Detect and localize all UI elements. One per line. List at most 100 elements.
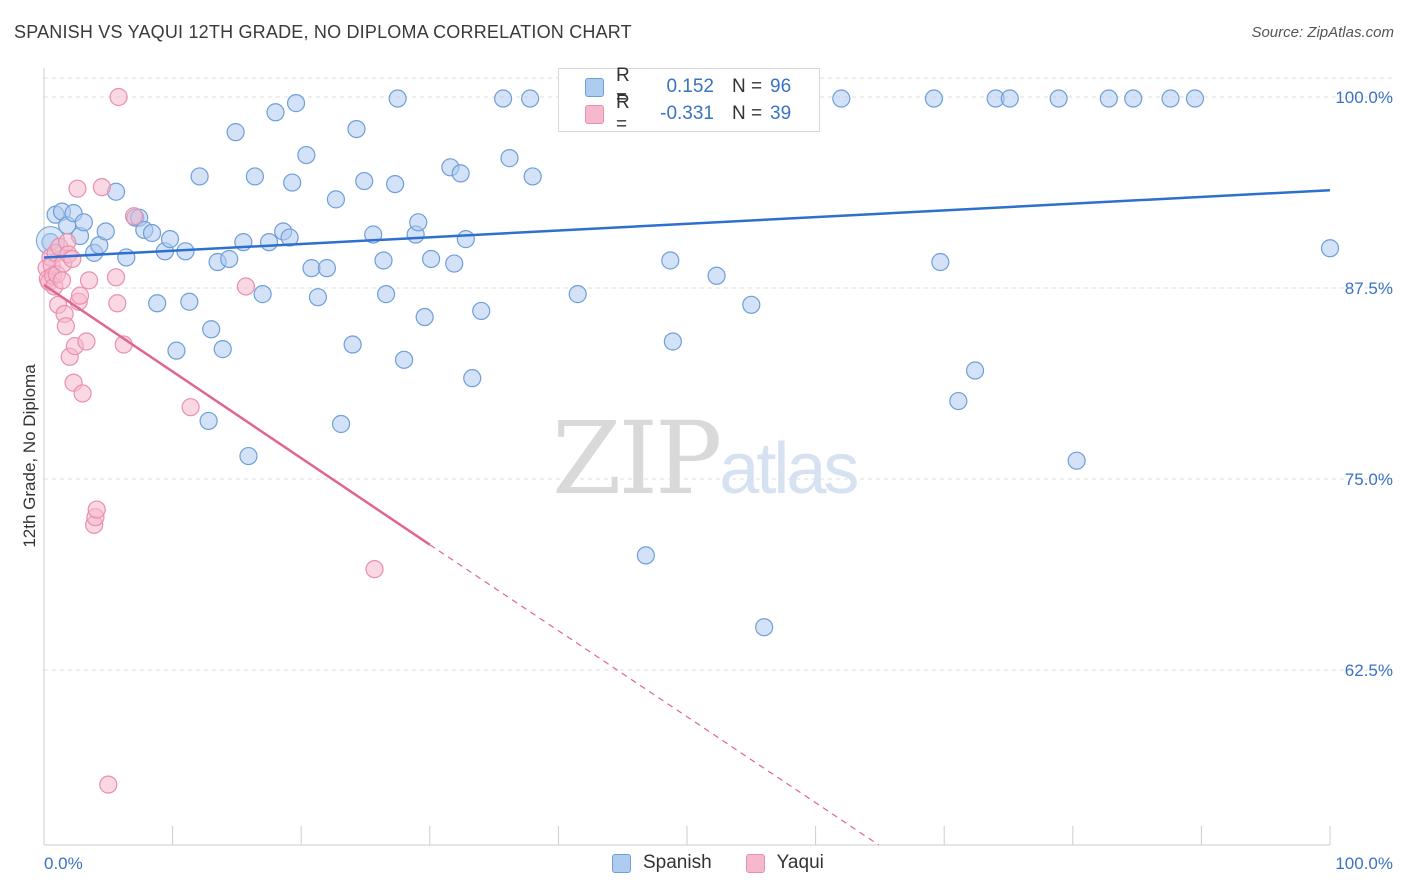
data-point-yaqui: [77, 332, 96, 351]
legend-n-value: 96: [770, 76, 792, 97]
y-tick-label: 100.0%: [1335, 88, 1393, 107]
data-point-spanish: [636, 546, 655, 565]
data-point-spanish: [199, 411, 218, 431]
data-point-spanish: [1049, 89, 1068, 108]
legend-r-value: -0.331: [660, 103, 714, 124]
watermark: ZIPatlas: [552, 400, 859, 517]
data-point-spanish: [707, 266, 726, 285]
y-axis-label: 12th Grade, No Diploma: [20, 364, 39, 548]
data-point-spanish: [832, 89, 851, 108]
legend-n-label: N =: [732, 103, 763, 124]
legend-n-value: 39: [770, 103, 792, 124]
data-point-spanish: [266, 103, 285, 122]
data-point-spanish: [661, 251, 680, 270]
data-point-yaqui: [181, 398, 200, 417]
data-point-spanish: [1000, 89, 1019, 108]
data-point-spanish: [463, 369, 482, 388]
data-point-yaqui: [70, 286, 90, 305]
data-point-spanish: [202, 320, 221, 339]
data-point-spanish: [1067, 451, 1086, 470]
trend-line-yaqui: [43, 283, 431, 546]
data-point-spanish: [213, 340, 232, 359]
data-point-yaqui: [108, 294, 127, 313]
data-point-spanish: [308, 288, 328, 307]
data-point-spanish: [1161, 89, 1180, 108]
data-point-spanish: [374, 251, 393, 270]
data-point-spanish: [663, 332, 682, 351]
legend-row-yaqui: R = -0.331 N = 39: [585, 92, 792, 135]
data-point-yaqui: [124, 207, 144, 226]
legend-item-spanish[interactable]: Spanish: [612, 852, 712, 874]
data-point-spanish: [388, 89, 407, 108]
data-point-spanish: [302, 259, 321, 278]
grid-lines: [44, 77, 1394, 671]
data-point-spanish: [283, 173, 302, 192]
data-point-yaqui: [99, 775, 118, 794]
data-point-spanish: [1320, 239, 1340, 258]
data-point-spanish: [259, 233, 279, 252]
data-point-spanish: [253, 285, 272, 304]
y-tick-label: 75.0%: [1345, 470, 1393, 489]
data-point-yaqui: [365, 560, 384, 579]
data-point-spanish: [949, 391, 968, 411]
legend-item-yaqui[interactable]: Yaqui: [745, 852, 824, 874]
data-point-yaqui: [63, 249, 82, 269]
legend-r-label: R =: [616, 65, 630, 108]
axes: [43, 68, 1331, 846]
data-point-spanish: [347, 119, 366, 139]
data-point-spanish: [376, 285, 396, 304]
trend-line-spanish: [43, 188, 1331, 259]
data-point-yaqui: [236, 277, 256, 296]
legend-swatch-yaqui: [745, 853, 765, 873]
data-point-yaqui: [73, 384, 92, 403]
data-point-spanish: [755, 618, 774, 637]
data-point-yaqui: [52, 271, 72, 290]
x-tick-label: 0.0%: [44, 854, 83, 873]
data-point-spanish: [96, 222, 115, 241]
data-point-spanish: [924, 89, 944, 108]
data-point-spanish: [965, 361, 985, 380]
data-point-spanish: [239, 446, 258, 466]
watermark-atlas: atlas: [719, 429, 859, 509]
legend-swatch-spanish: [612, 853, 631, 873]
data-point-spanish: [190, 167, 209, 186]
data-point-spanish: [472, 301, 491, 321]
data-point-spanish: [456, 230, 475, 249]
data-point-spanish: [117, 248, 136, 267]
y-tick-label: 62.5%: [1345, 661, 1393, 680]
data-point-spanish: [355, 171, 374, 191]
data-point-yaqui: [79, 271, 99, 290]
legend-swatch-yaqui: [585, 104, 604, 124]
data-point-spanish: [500, 149, 519, 168]
data-point-spanish: [160, 230, 180, 249]
data-point-spanish: [317, 259, 337, 278]
data-point-spanish: [74, 213, 93, 232]
chart-title: SPANISH VS YAQUI 12TH GRADE, NO DIPLOMA …: [14, 22, 632, 42]
data-point-spanish: [142, 223, 162, 243]
data-point-spanish: [394, 350, 414, 369]
tick-labels: 62.5% 75.0% 87.5% 100.0% 0.0% 100.0%: [44, 88, 1393, 873]
data-point-spanish: [568, 285, 587, 304]
data-point-spanish: [148, 294, 167, 313]
data-point-spanish: [331, 414, 351, 434]
series-legend: Spanish Yaqui: [612, 852, 858, 874]
data-point-spanish: [297, 145, 316, 165]
legend-row-spanish: R = 0.152 N = 96: [585, 65, 792, 108]
data-point-spanish: [415, 307, 434, 327]
legend-label-spanish: Spanish: [643, 852, 712, 873]
data-point-yaqui: [106, 268, 126, 287]
data-point-yaqui: [56, 317, 75, 336]
data-point-spanish: [494, 89, 513, 108]
series-spanish-points: [35, 89, 1340, 637]
data-point-spanish: [1124, 89, 1143, 108]
data-point-spanish: [326, 190, 346, 209]
data-point-spanish: [1099, 89, 1118, 108]
data-point-spanish: [180, 292, 199, 311]
data-point-spanish: [523, 167, 542, 186]
x-tick-label: 100.0%: [1335, 854, 1393, 873]
data-point-spanish: [1185, 89, 1205, 108]
watermark-zip: ZIP: [552, 400, 722, 517]
data-point-spanish: [245, 167, 265, 186]
legend-r-value: 0.152: [666, 76, 714, 97]
